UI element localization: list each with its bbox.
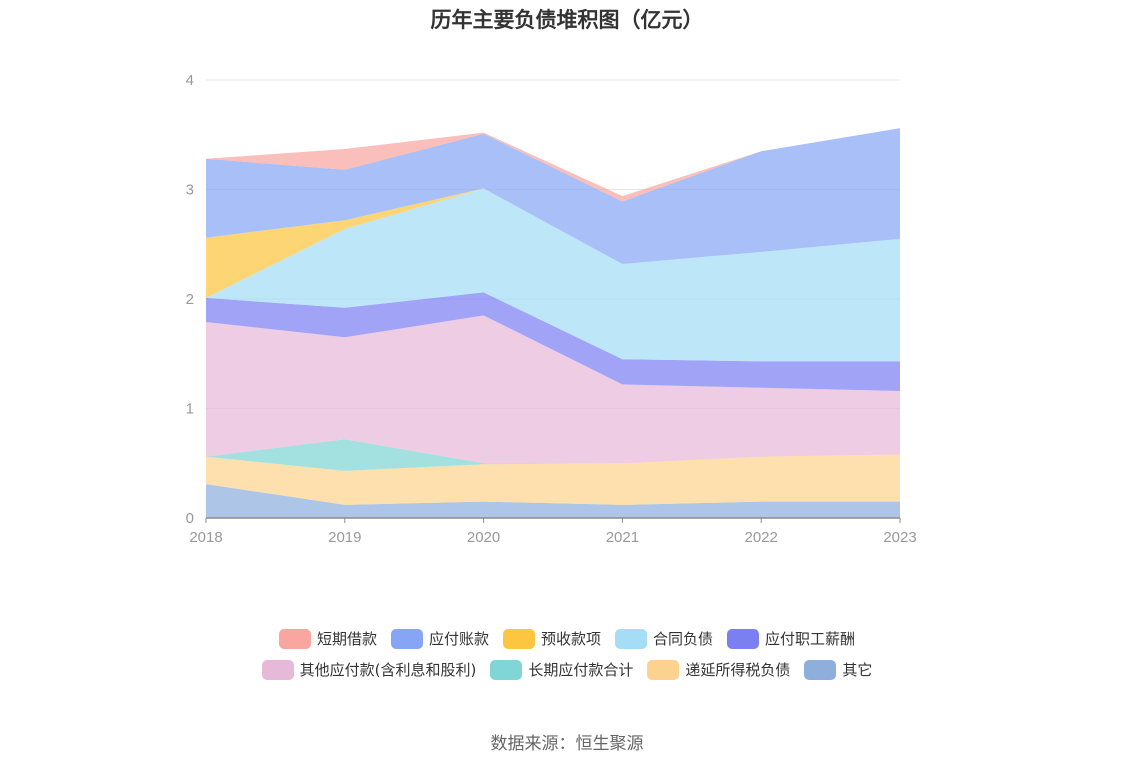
legend: 短期借款 应付账款 预收款项 合同负债 应付职工薪酬 其他应付款(含利息和股利) 长期应付…: [0, 628, 1134, 690]
legend-label: 应付账款: [428, 630, 489, 648]
area-series-0: [206, 484, 900, 518]
legend-swatch: [727, 628, 760, 649]
legend-swatch: [804, 659, 837, 680]
legend-item[interactable]: 长期应付款合计: [490, 659, 633, 680]
legend-label: 短期借款: [316, 630, 377, 648]
legend-label: 预收款项: [540, 630, 601, 648]
x-tick-label: 2019: [328, 529, 361, 546]
y-tick-label: 3: [186, 182, 194, 199]
legend-item[interactable]: 其它: [804, 659, 872, 680]
stacked-area-chart: 0 1 2 3 4 2018 2019 2020 2021 2022 2023: [186, 72, 917, 546]
legend-label: 长期应付款合计: [528, 661, 634, 679]
legend-row: 短期借款 应付账款 预收款项 合同负债 应付职工薪酬: [0, 628, 1134, 649]
legend-label: 应付职工薪酬: [765, 630, 856, 648]
area-series-1: [206, 454, 900, 505]
y-tick-label: 2: [186, 291, 194, 308]
legend-swatch: [502, 628, 535, 649]
legend-swatch: [647, 659, 680, 680]
legend-item[interactable]: 应付职工薪酬: [727, 628, 855, 649]
chart-title: 历年主要负债堆积图（亿元）: [430, 8, 704, 32]
x-tick-label: 2022: [745, 529, 778, 546]
legend-swatch: [615, 628, 647, 649]
legend-label: 合同负债: [653, 630, 714, 648]
area-series-8: [206, 128, 900, 202]
legend-swatch: [278, 628, 311, 649]
data-source-note: 数据来源：恒生聚源: [490, 734, 644, 754]
legend-swatch: [490, 659, 523, 680]
area-series: [206, 128, 900, 518]
legend-label: 其他应付款(含利息和股利): [299, 661, 477, 679]
legend-item[interactable]: 预收款项: [502, 628, 601, 649]
area-series-4: [206, 292, 900, 391]
axes: 0 1 2 3 4 2018 2019 2020 2021 2022 2023: [186, 72, 917, 546]
legend-row: 其他应付款(含利息和股利) 长期应付款合计 递延所得税负债 其它: [0, 659, 1134, 680]
y-tick-label: 0: [186, 510, 194, 527]
area-series-7: [206, 128, 900, 264]
y-tick-label: 4: [186, 72, 194, 89]
legend-item[interactable]: 应付账款: [390, 628, 489, 649]
legend-item[interactable]: 递延所得税负债: [647, 659, 790, 680]
x-tick-label: 2018: [189, 529, 222, 546]
area-series-5: [206, 188, 900, 362]
legend-swatch: [261, 659, 294, 680]
legend-label: 递延所得税负债: [685, 661, 791, 679]
area-series-6: [206, 188, 900, 298]
legend-label: 其它: [842, 661, 873, 679]
legend-item[interactable]: 其他应付款(含利息和股利): [261, 659, 477, 680]
legend-item[interactable]: 短期借款: [278, 628, 377, 649]
x-tick-label: 2021: [606, 529, 639, 546]
legend-swatch: [390, 628, 423, 649]
x-tick-label: 2020: [467, 529, 500, 546]
area-series-2: [206, 439, 900, 471]
area-series-3: [206, 315, 900, 464]
x-tick-label: 2023: [883, 529, 916, 546]
y-tick-label: 1: [186, 401, 194, 418]
legend-item[interactable]: 合同负债: [615, 628, 713, 649]
